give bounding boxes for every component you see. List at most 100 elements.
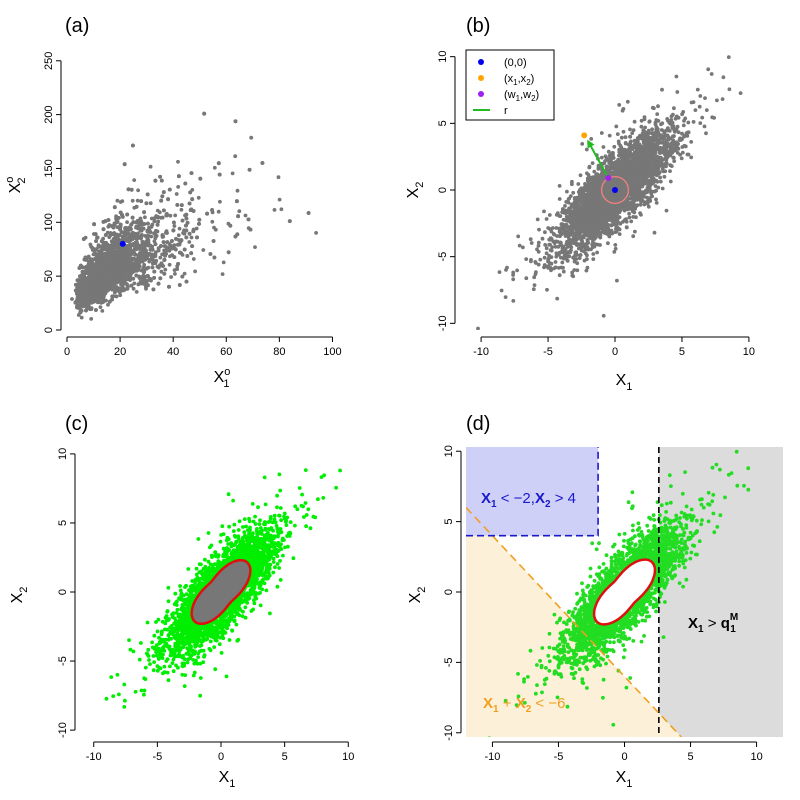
- x-tick-label: 40: [167, 346, 179, 358]
- data-point: [135, 234, 140, 238]
- data-point: [118, 252, 122, 257]
- data-point: [154, 258, 159, 263]
- data-point: [148, 243, 153, 248]
- data-point: [188, 208, 193, 213]
- data-point: [100, 309, 105, 313]
- data-point: [120, 199, 125, 204]
- data-point: [153, 178, 158, 183]
- data-point: [78, 263, 83, 268]
- data-point: [139, 221, 144, 226]
- data-point: [152, 239, 157, 244]
- data-point: [145, 274, 150, 278]
- data-point: [133, 241, 138, 245]
- data-point: [145, 229, 150, 234]
- data-point: [184, 235, 189, 240]
- data-point: [141, 273, 146, 278]
- data-point: [141, 281, 146, 286]
- data-point: [236, 214, 241, 219]
- data-point: [92, 251, 97, 256]
- data-point: [211, 239, 216, 243]
- data-point: [247, 167, 252, 172]
- data-point: [235, 199, 239, 204]
- data-point: [188, 190, 193, 195]
- data-point: [124, 232, 128, 237]
- data-point: [111, 285, 116, 290]
- data-point: [110, 297, 114, 302]
- data-point: [155, 222, 160, 227]
- data-point: [159, 178, 164, 183]
- data-point: [148, 230, 153, 235]
- data-point: [177, 226, 182, 231]
- data-point: [143, 215, 147, 220]
- x-tick-label: 20: [114, 346, 126, 358]
- data-point: [128, 234, 132, 239]
- data-point: [517, 243, 522, 248]
- data-point: [159, 269, 164, 274]
- data-point: [177, 283, 182, 287]
- data-point: [87, 287, 92, 292]
- data-point: [130, 215, 135, 220]
- data-point: [213, 227, 218, 232]
- data-point: [174, 192, 179, 196]
- data-point: [184, 279, 189, 284]
- data-point: [130, 198, 135, 203]
- data-point: [154, 229, 159, 233]
- data-point: [122, 162, 127, 167]
- data-point: [190, 244, 195, 249]
- data-point: [149, 234, 154, 239]
- data-point: [76, 282, 81, 286]
- data-point: [138, 279, 143, 284]
- data-point: [123, 226, 128, 230]
- data-point: [565, 189, 569, 194]
- data-point: [173, 213, 178, 218]
- data-point: [162, 271, 167, 276]
- data-point: [216, 161, 221, 166]
- data-point: [248, 227, 253, 232]
- data-point: [144, 279, 149, 283]
- data-point: [131, 236, 135, 240]
- data-point: [536, 243, 541, 248]
- data-point: [118, 210, 123, 215]
- data-point: [161, 240, 166, 245]
- data-point: [184, 216, 189, 221]
- data-point: [104, 287, 109, 292]
- data-point: [145, 192, 150, 197]
- data-point: [107, 246, 112, 251]
- data-point: [94, 265, 98, 270]
- data-point: [89, 317, 94, 321]
- data-point: [110, 232, 115, 236]
- data-point: [201, 248, 206, 252]
- data-point: [160, 233, 165, 238]
- data-point: [571, 190, 576, 195]
- data-point: [116, 247, 121, 252]
- data-point: [162, 251, 167, 256]
- data-point: [90, 294, 95, 299]
- data-point: [108, 249, 113, 254]
- data-point: [135, 198, 140, 203]
- data-point: [115, 232, 119, 237]
- data-point: [141, 265, 146, 270]
- data-point: [674, 74, 679, 79]
- data-point: [589, 137, 594, 141]
- data-point: [97, 250, 102, 254]
- data-point: [148, 164, 153, 169]
- data-point: [185, 220, 190, 225]
- data-point: [142, 263, 147, 267]
- data-point: [73, 288, 78, 293]
- data-point: [149, 224, 154, 229]
- data-point: [230, 171, 235, 176]
- data-point: [139, 199, 144, 204]
- data-point: [93, 283, 98, 288]
- data-point: [115, 265, 120, 269]
- data-point: [156, 281, 161, 286]
- data-point: [197, 222, 201, 226]
- data-point: [134, 224, 139, 229]
- data-point: [218, 199, 222, 204]
- data-point: [113, 275, 117, 280]
- data-point: [103, 298, 108, 303]
- y-tick-label: 100: [43, 213, 55, 231]
- panel-a-points: [70, 111, 318, 321]
- panel-a-tag: (a): [65, 15, 89, 37]
- data-point: [180, 218, 185, 223]
